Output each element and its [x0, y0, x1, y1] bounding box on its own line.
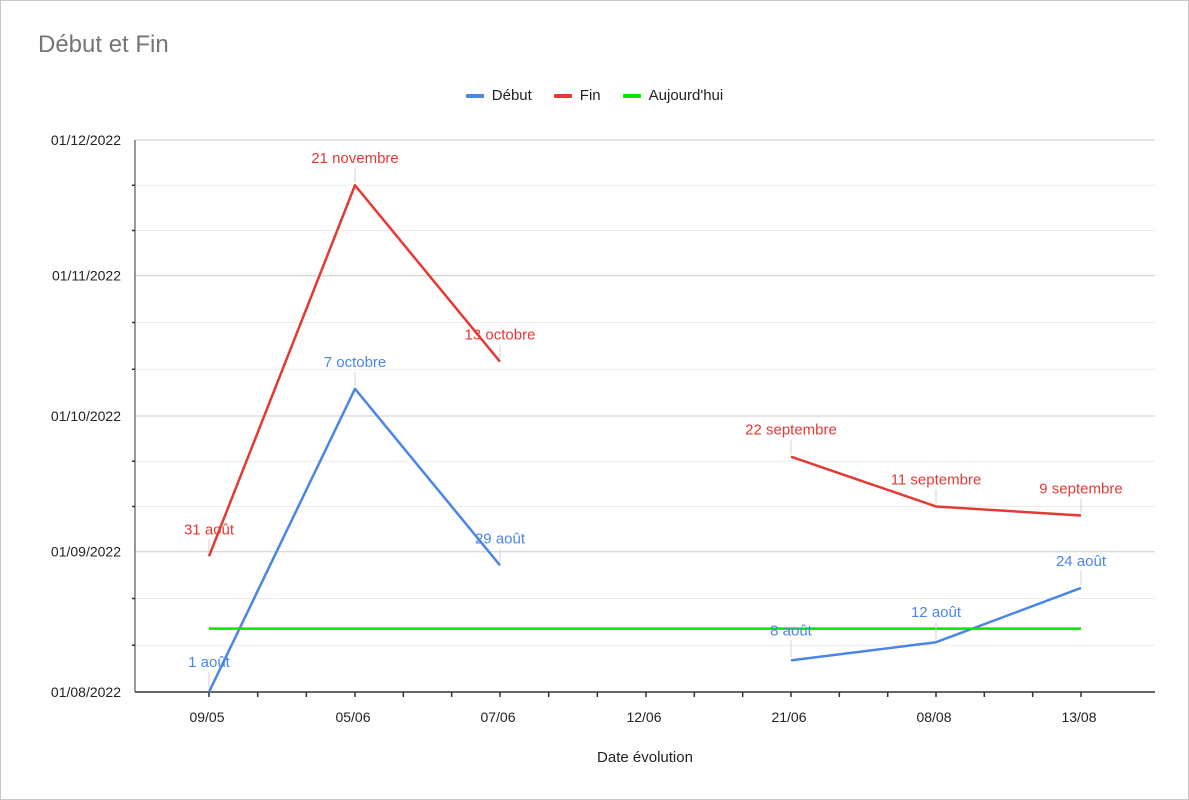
series-line — [207, 387, 501, 693]
data-label: 11 septembre — [891, 471, 982, 488]
legend-label-fin: Fin — [579, 87, 601, 104]
legend-item-aujourdhui[interactable]: Aujourd'hui — [622, 87, 724, 104]
legend-item-debut[interactable]: Début — [465, 87, 532, 104]
series-0 — [207, 387, 1082, 693]
grid-layer — [135, 139, 1155, 646]
x-tick-label: 05/06 — [335, 709, 370, 725]
legend-swatch-aujourdhui — [622, 93, 641, 98]
chart-title: Début et Fin — [38, 31, 169, 58]
x-tick-label: 13/08 — [1061, 709, 1096, 725]
x-tick-label: 08/08 — [916, 709, 951, 725]
data-label: 12 août — [911, 604, 962, 621]
legend-label-debut: Début — [491, 87, 532, 104]
y-tick-label: 01/12/2022 — [51, 132, 121, 148]
data-label: 8 août — [770, 622, 813, 639]
x-tick-label: 07/06 — [480, 709, 515, 725]
series-1 — [207, 183, 1082, 557]
legend-swatch-debut — [465, 93, 484, 98]
y-tick-label: 01/08/2022 — [51, 684, 121, 700]
data-label: 1 août — [188, 654, 231, 671]
legend-swatch-fin — [553, 93, 572, 98]
data-label: 24 août — [1056, 553, 1107, 570]
x-axis-title: Date évolution — [597, 749, 693, 766]
data-label: 29 août — [475, 530, 526, 547]
x-tick-label: 21/06 — [771, 709, 806, 725]
y-tick-label: 01/09/2022 — [51, 544, 121, 560]
axis-layer: 01/08/2022 01/09/2022 01/10/2022 01/11/2022… — [51, 132, 1155, 725]
data-label: 9 septembre — [1039, 481, 1122, 498]
data-label: 21 novembre — [311, 150, 399, 167]
x-tick-label: 12/06 — [626, 709, 661, 725]
legend-item-fin[interactable]: Fin — [553, 87, 601, 104]
legend: Début Fin Aujourd'hui — [0, 87, 1189, 104]
label-layer: 1 août 7 octobre 29 août 8 août 12 août 24 ao… — [184, 150, 1123, 689]
data-label: 22 septembre — [745, 422, 837, 439]
data-label: 31 août — [184, 521, 235, 538]
data-label: 7 octobre — [324, 354, 387, 371]
data-label: 13 octobre — [465, 327, 536, 344]
y-tick-label: 01/11/2022 — [52, 268, 121, 284]
legend-label-aujourdhui: Aujourd'hui — [648, 87, 724, 104]
x-tick-label: 09/05 — [189, 709, 224, 725]
y-tick-label: 01/10/2022 — [51, 408, 121, 424]
